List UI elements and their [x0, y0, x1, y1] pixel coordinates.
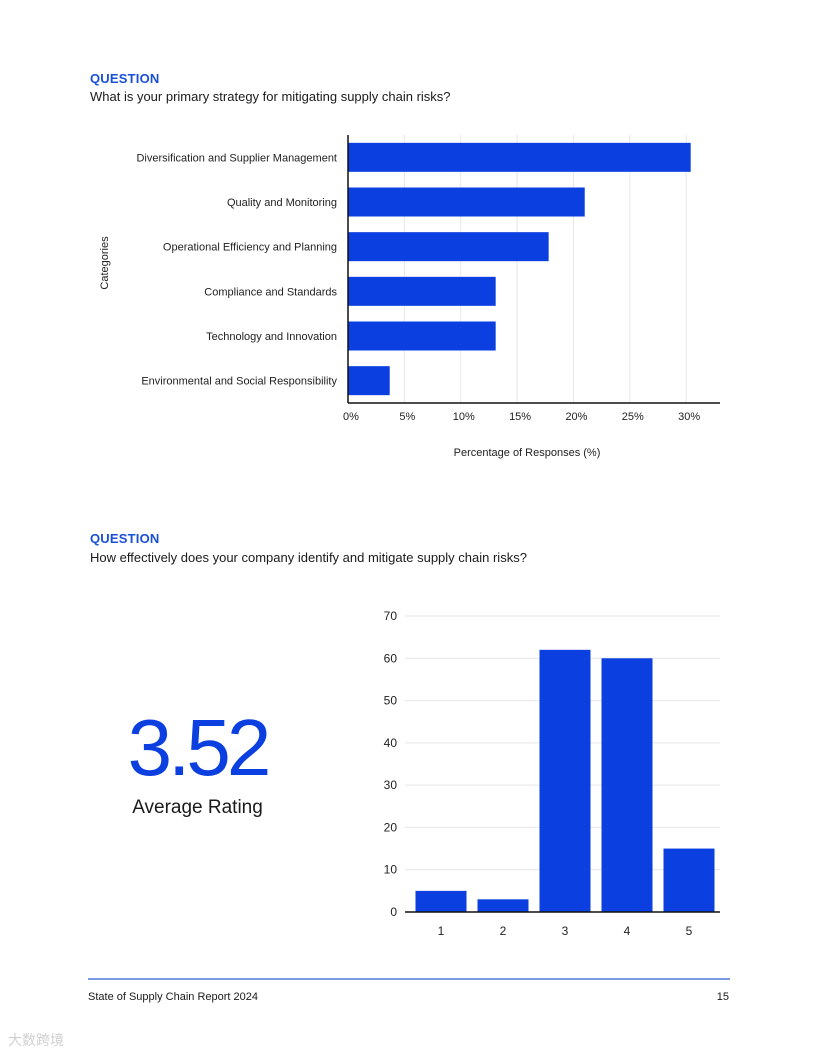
- y-tick-label: 50: [384, 694, 398, 708]
- category-label: Compliance and Standards: [204, 286, 337, 298]
- x-tick-label: 15%: [509, 411, 531, 423]
- average-rating-stat: 3.52 Average Rating: [90, 700, 305, 820]
- x-tick-label: 4: [624, 924, 631, 938]
- y-tick-label: 70: [384, 609, 398, 623]
- x-tick-label: 20%: [565, 411, 587, 423]
- bar: [663, 848, 715, 912]
- y-axis-title: Categories: [99, 236, 111, 290]
- rating-bar-chart: 0 10 20 30 40 50 60 70 1 2 3 4 5: [384, 609, 720, 938]
- category-label: Quality and Monitoring: [227, 197, 337, 209]
- bar: [348, 276, 496, 306]
- x-tick-label: 0%: [343, 411, 359, 423]
- y-tick-label: 0: [390, 905, 397, 919]
- x-tick-label: 2: [500, 924, 507, 938]
- y-tick-label: 60: [384, 651, 398, 665]
- footer-divider: [88, 978, 730, 980]
- category-label: Technology and Innovation: [206, 331, 337, 343]
- footer-report-title: State of Supply Chain Report 2024: [88, 991, 259, 1003]
- x-tick-label: 25%: [622, 411, 644, 423]
- strategy-bar-chart: 0% 5% 10% 15% 20% 25% 30% Diversification and S…: [99, 135, 720, 459]
- bar: [348, 142, 691, 172]
- x-tick-label: 3: [562, 924, 569, 938]
- average-rating-value: 3.52: [127, 703, 272, 792]
- y-tick-label: 20: [384, 820, 398, 834]
- category-label: Diversification and Supplier Management: [136, 152, 337, 164]
- y-tick-label: 40: [384, 736, 398, 750]
- question-text-1: What is your primary strategy for mitiga…: [90, 89, 451, 104]
- x-tick-label: 1: [438, 924, 445, 938]
- bar: [601, 658, 653, 912]
- x-tick-label: 10%: [453, 411, 475, 423]
- bar: [415, 890, 467, 912]
- question-label-1: QUESTION: [90, 71, 160, 86]
- bar: [477, 899, 529, 912]
- y-tick-label: 10: [384, 863, 398, 877]
- average-rating-caption: Average Rating: [132, 797, 263, 818]
- watermark: 大数跨境: [8, 1032, 64, 1048]
- question-text-2: How effectively does your company identi…: [90, 550, 527, 565]
- x-tick-label: 5%: [399, 411, 415, 423]
- bar: [539, 649, 591, 912]
- x-tick-label: 30%: [678, 411, 700, 423]
- bar: [348, 187, 585, 217]
- bar: [348, 232, 549, 262]
- category-label: Operational Efficiency and Planning: [163, 242, 337, 254]
- category-label: Environmental and Social Responsibility: [141, 376, 337, 388]
- x-axis-title: Percentage of Responses (%): [454, 447, 601, 459]
- x-tick-label: 5: [686, 924, 693, 938]
- question-label-2: QUESTION: [90, 531, 160, 546]
- y-tick-label: 30: [384, 778, 398, 792]
- page-number: 15: [716, 991, 729, 1003]
- bar: [348, 321, 496, 351]
- bar: [348, 366, 390, 396]
